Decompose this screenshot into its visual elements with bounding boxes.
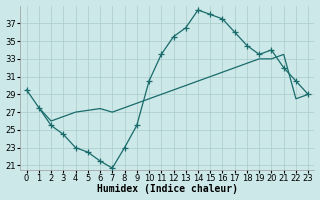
X-axis label: Humidex (Indice chaleur): Humidex (Indice chaleur) xyxy=(97,184,238,194)
